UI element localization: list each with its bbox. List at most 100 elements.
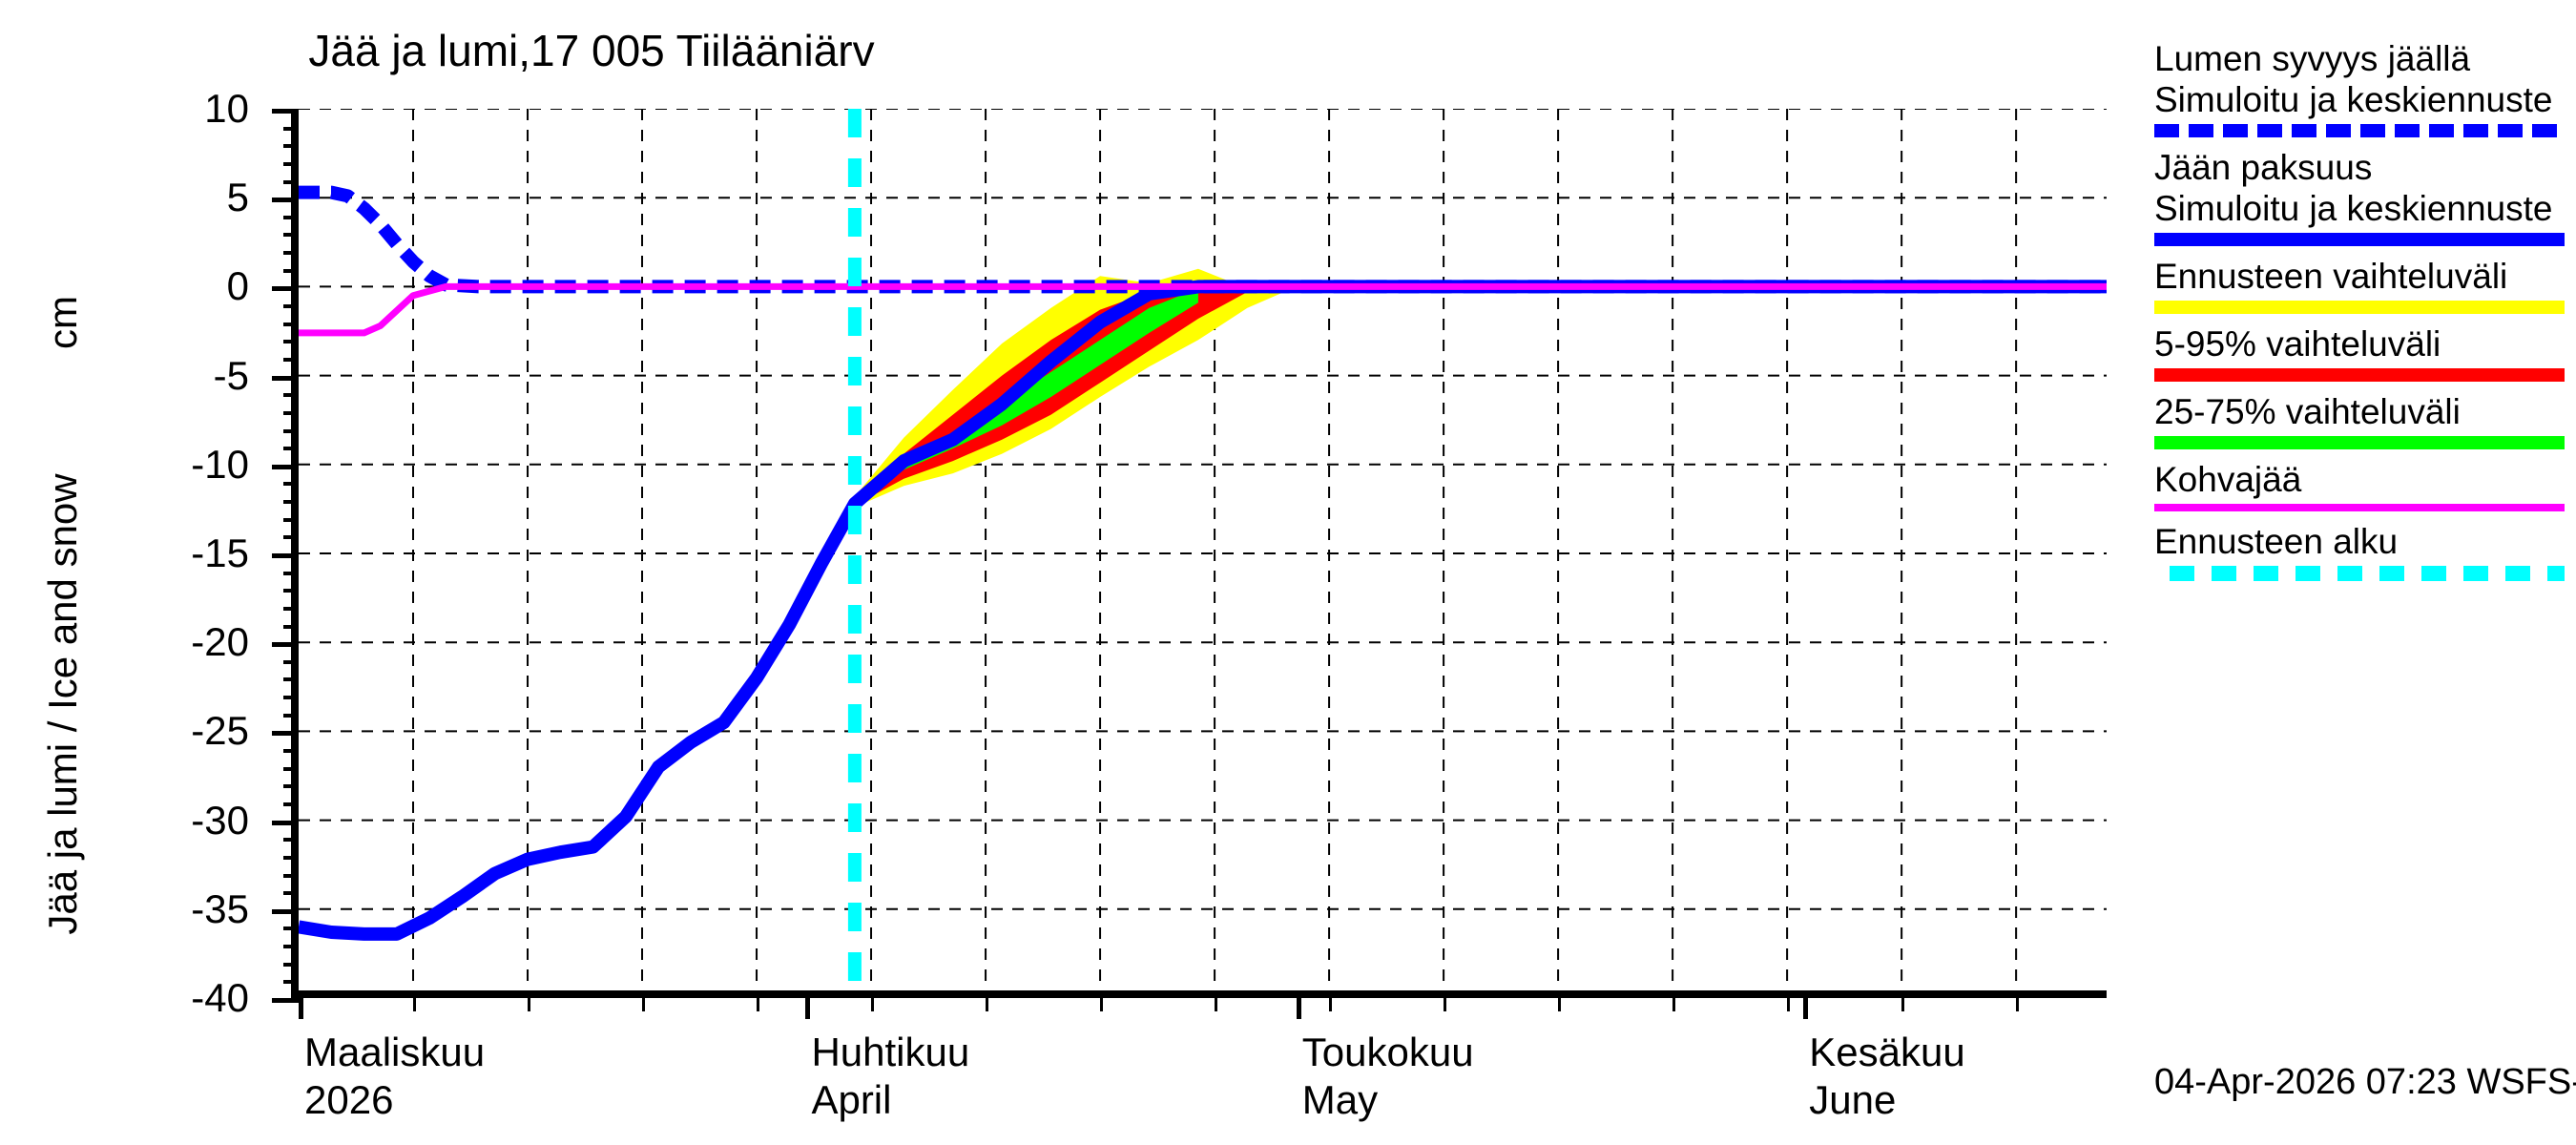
y-axis-tick-major — [272, 731, 299, 737]
x-axis-month-label: Huhtikuu April — [811, 1029, 969, 1124]
y-axis-tick-minor — [283, 447, 299, 451]
y-axis-tick-minor — [283, 268, 299, 273]
y-axis-tick-major — [272, 998, 299, 1003]
legend-entry: Ennusteen vaihteluväli — [2154, 256, 2574, 314]
y-axis-tick-label: 0 — [226, 263, 249, 309]
x-axis-month-name-fi: Toukokuu — [1301, 1030, 1474, 1074]
legend-swatch-dashed-cyan — [2170, 566, 2565, 581]
plot-canvas — [299, 109, 2107, 990]
series-line-ice-thickness — [299, 280, 2107, 941]
y-axis-tick-minor — [283, 233, 299, 238]
y-axis-tick-major — [272, 109, 299, 114]
y-axis-tick-label: -10 — [191, 441, 249, 487]
y-axis-tick-minor — [283, 802, 299, 806]
y-axis-tick-label: 10 — [204, 86, 249, 131]
y-axis-tick-minor — [283, 144, 299, 149]
y-axis-tick-minor — [283, 945, 299, 949]
y-axis-tick-label: -20 — [191, 619, 249, 665]
legend-entry: Lumen syvyys jäällä Simuloitu ja keskienn… — [2154, 38, 2574, 137]
x-axis-month-label: Maaliskuu 2026 — [304, 1029, 485, 1124]
legend-swatch-dashed-blue — [2154, 124, 2565, 137]
y-axis-tick-label: 5 — [226, 175, 249, 220]
legend-swatch-solid-red — [2154, 368, 2565, 382]
x-axis-tick-minor — [757, 998, 760, 1011]
y-axis-tick-minor — [283, 322, 299, 326]
x-axis-tick-minor — [1100, 998, 1104, 1011]
x-axis-tick-minor — [528, 998, 531, 1011]
y-axis-tick-minor — [283, 606, 299, 611]
y-axis-tick-minor — [283, 340, 299, 344]
x-axis-month-name-en: 2026 — [304, 1077, 394, 1122]
y-axis-tick-minor — [283, 304, 299, 309]
legend-entry: 5-95% vaihteluväli — [2154, 323, 2574, 382]
y-axis-tick-major — [272, 642, 299, 648]
legend-entry: Kohvajää — [2154, 459, 2574, 511]
legend-label-primary: 25-75% vaihteluväli — [2154, 392, 2461, 431]
y-axis-tick-minor — [283, 179, 299, 184]
legend-swatch-solid-magenta — [2154, 504, 2565, 511]
y-axis-tick-major — [272, 286, 299, 292]
y-axis-tick-major — [272, 198, 299, 203]
y-axis-tick-minor — [283, 126, 299, 131]
x-axis-month-name-fi: Huhtikuu — [811, 1030, 970, 1074]
y-axis-tick-minor — [283, 696, 299, 700]
y-axis-tick-minor — [283, 766, 299, 771]
legend-label-primary: Kohvajää — [2154, 460, 2302, 499]
y-axis-tick-minor — [283, 215, 299, 219]
plot-area — [272, 109, 2107, 1019]
legend-entry: Ennusteen alku — [2154, 521, 2574, 581]
x-axis-tick-minor — [1558, 998, 1562, 1011]
y-axis-tick-label: -5 — [213, 352, 249, 398]
x-axis-month-name-en: June — [1809, 1077, 1897, 1122]
x-axis-tick-minor — [1329, 998, 1333, 1011]
legend-swatch-solid-green — [2154, 436, 2565, 449]
x-axis-month-name-fi: Kesäkuu — [1809, 1030, 1965, 1074]
legend-swatch-solid-blue — [2154, 233, 2565, 246]
x-axis-tick-minor — [986, 998, 989, 1011]
y-axis-tick-label: -40 — [191, 975, 249, 1020]
y-axis-tick-label: -30 — [191, 797, 249, 843]
x-axis-tick-month — [1296, 998, 1301, 1019]
legend-label-primary: Jään paksuus — [2154, 148, 2373, 187]
y-axis-tick-major — [272, 375, 299, 381]
y-axis-tick-minor — [283, 855, 299, 860]
y-axis-tick-minor — [283, 749, 299, 754]
y-axis-tick-label: -15 — [191, 531, 249, 575]
series-line-kohvajaa — [299, 282, 2107, 337]
y-axis-unit-label: cm — [40, 296, 85, 349]
legend-label-primary: Ennusteen vaihteluväli — [2154, 257, 2508, 296]
y-axis-tick-minor — [283, 161, 299, 166]
x-axis-tick-minor — [413, 998, 416, 1011]
y-axis-tick-minor — [283, 659, 299, 664]
y-axis-tick-label: -25 — [191, 708, 249, 754]
x-axis-month-name-fi: Maaliskuu — [304, 1030, 486, 1074]
y-axis-tick-major — [272, 464, 299, 469]
y-axis-tick-minor — [283, 357, 299, 362]
x-axis-tick-minor — [1444, 998, 1447, 1011]
legend-label-secondary: Simuloitu ja keskiennuste — [2154, 80, 2553, 119]
legend-entry: Jään paksuus Simuloitu ja keskiennuste — [2154, 147, 2574, 246]
y-axis-tick-minor — [283, 517, 299, 522]
x-axis-month-name-en: April — [811, 1077, 892, 1122]
y-axis-tick-minor — [283, 891, 299, 896]
x-axis-tick-month — [1803, 998, 1809, 1019]
y-axis-tick-minor — [283, 482, 299, 487]
y-axis-tick-label: -35 — [191, 885, 249, 931]
legend-swatch-solid-yellow — [2154, 301, 2565, 314]
y-axis-tick-minor — [283, 500, 299, 505]
y-axis-tick-minor — [283, 873, 299, 878]
y-axis-tick-minor — [283, 589, 299, 593]
x-axis-tick-minor — [1787, 998, 1791, 1011]
x-axis-tick-minor — [1215, 998, 1218, 1011]
y-axis-tick-minor — [283, 713, 299, 718]
x-axis-tick-minor — [642, 998, 646, 1011]
y-axis-tick-minor — [283, 393, 299, 398]
y-axis-tick-minor — [283, 428, 299, 433]
legend-label-secondary: Simuloitu ja keskiennuste — [2154, 189, 2553, 228]
legend-label-primary: 5-95% vaihteluväli — [2154, 324, 2441, 364]
y-axis-tick-major — [272, 820, 299, 825]
y-axis-tick-minor — [283, 962, 299, 967]
timestamp-label: 04-Apr-2026 07:23 WSFS-P — [2154, 1062, 2576, 1102]
legend-label-primary: Lumen syvyys jäällä — [2154, 39, 2471, 78]
